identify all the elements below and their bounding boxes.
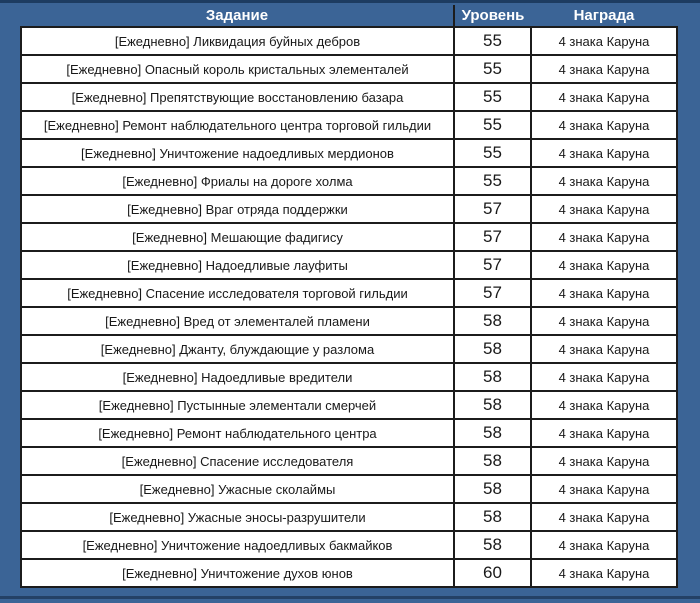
quest-level-cell: 55 (453, 26, 532, 56)
quest-name-cell: [Ежедневно] Ремонт наблюдательного центр… (20, 110, 455, 140)
quest-reward-cell: 4 знака Каруна (530, 474, 678, 504)
quest-level-cell: 55 (453, 166, 532, 196)
quest-level-cell: 58 (453, 418, 532, 448)
table-row: [Ежедневно] Вред от элементалей пламени … (20, 306, 678, 336)
quest-table: Задание Уровень Награда [Ежедневно] Ликв… (20, 5, 678, 588)
quest-name-cell: [Ежедневно] Ужасные сколаймы (20, 474, 455, 504)
quest-level-cell: 58 (453, 362, 532, 392)
quest-level-cell: 55 (453, 82, 532, 112)
quest-reward-cell: 4 знака Каруна (530, 82, 678, 112)
quest-reward-cell: 4 знака Каруна (530, 110, 678, 140)
quest-reward-cell: 4 знака Каруна (530, 306, 678, 336)
quest-level-cell: 57 (453, 222, 532, 252)
header-row: Задание Уровень Награда (21, 5, 677, 27)
quest-name-cell: [Ежедневно] Мешающие фадигису (20, 222, 455, 252)
quest-name-cell: [Ежедневно] Пустынные элементали смерчей (20, 390, 455, 420)
quest-reward-cell: 4 знака Каруна (530, 558, 678, 588)
column-header-task: Задание (205, 7, 269, 24)
quest-name-cell: [Ежедневно] Ужасные эносы-разрушители (20, 502, 455, 532)
column-header-level: Уровень (453, 5, 531, 27)
quest-level-cell: 58 (453, 502, 532, 532)
quest-name-cell: [Ежедневно] Спасение исследователя (20, 446, 455, 476)
table-row: [Ежедневно] Опасный король кристальных э… (20, 54, 678, 84)
table-row: [Ежедневно] Мешающие фадигису 57 4 знака… (20, 222, 678, 252)
quest-name-cell: [Ежедневно] Фриалы на дороге холма (20, 166, 455, 196)
table-row: [Ежедневно] Препятствующие восстановлени… (20, 82, 678, 112)
table-row: [Ежедневно] Ремонт наблюдательного центр… (20, 110, 678, 140)
quest-level-cell: 58 (453, 390, 532, 420)
quest-level-cell: 55 (453, 138, 532, 168)
quest-name-cell: [Ежедневно] Уничтожение надоедливых бакм… (20, 530, 455, 560)
frame-bottom-edge (0, 596, 700, 599)
quest-level-cell: 57 (453, 250, 532, 280)
quest-name-cell: [Ежедневно] Опасный король кристальных э… (20, 54, 455, 84)
quest-reward-cell: 4 знака Каруна (530, 334, 678, 364)
table-row: [Ежедневно] Джанту, блуждающие у разлома… (20, 334, 678, 364)
quest-name-cell: [Ежедневно] Препятствующие восстановлени… (20, 82, 455, 112)
quest-reward-cell: 4 знака Каруна (530, 390, 678, 420)
table-row: [Ежедневно] Спасение исследователя торго… (20, 278, 678, 308)
table-row: [Ежедневно] Ликвидация буйных дебров 55 … (20, 26, 678, 56)
quest-reward-cell: 4 знака Каруна (530, 26, 678, 56)
quest-table-body: [Ежедневно] Ликвидация буйных дебров 55 … (20, 26, 678, 588)
quest-level-cell: 58 (453, 334, 532, 364)
quest-level-cell: 58 (453, 474, 532, 504)
table-row: [Ежедневно] Надоедливые вредители 58 4 з… (20, 362, 678, 392)
table-row: [Ежедневно] Пустынные элементали смерчей… (20, 390, 678, 420)
quest-reward-cell: 4 знака Каруна (530, 138, 678, 168)
table-row: [Ежедневно] Спасение исследователя 58 4 … (20, 446, 678, 476)
quest-reward-cell: 4 знака Каруна (530, 54, 678, 84)
quest-level-cell: 55 (453, 54, 532, 84)
table-row: [Ежедневно] Уничтожение надоедливых бакм… (20, 530, 678, 560)
quest-level-cell: 58 (453, 306, 532, 336)
table-row: [Ежедневно] Фриалы на дороге холма 55 4 … (20, 166, 678, 196)
quest-name-cell: [Ежедневно] Уничтожение надоедливых мерд… (20, 138, 455, 168)
quest-reward-cell: 4 знака Каруна (530, 530, 678, 560)
table-row: [Ежедневно] Ремонт наблюдательного центр… (20, 418, 678, 448)
table-row: [Ежедневно] Ужасные эносы-разрушители 58… (20, 502, 678, 532)
table-row: [Ежедневно] Надоедливые лауфиты 57 4 зна… (20, 250, 678, 280)
frame-top-edge (0, 0, 700, 3)
quest-reward-cell: 4 знака Каруна (530, 502, 678, 532)
quest-reward-cell: 4 знака Каруна (530, 362, 678, 392)
quest-level-cell: 58 (453, 446, 532, 476)
quest-name-cell: [Ежедневно] Ликвидация буйных дебров (20, 26, 455, 56)
quest-name-cell: [Ежедневно] Спасение исследователя торго… (20, 278, 455, 308)
quest-level-cell: 60 (453, 558, 532, 588)
table-row: [Ежедневно] Уничтожение духов юнов 60 4 … (20, 558, 678, 588)
quest-reward-cell: 4 знака Каруна (530, 166, 678, 196)
quest-level-cell: 55 (453, 110, 532, 140)
quest-reward-cell: 4 знака Каруна (530, 446, 678, 476)
quest-table-header: Задание Уровень Награда (21, 5, 677, 27)
table-row: [Ежедневно] Уничтожение надоедливых мерд… (20, 138, 678, 168)
table-row: [Ежедневно] Ужасные сколаймы 58 4 знака … (20, 474, 678, 504)
table-row: [Ежедневно] Враг отряда поддержки 57 4 з… (20, 194, 678, 224)
quest-name-cell: [Ежедневно] Джанту, блуждающие у разлома (20, 334, 455, 364)
quest-name-cell: [Ежедневно] Вред от элементалей пламени (20, 306, 455, 336)
quest-reward-cell: 4 знака Каруна (530, 278, 678, 308)
quest-name-cell: [Ежедневно] Уничтожение духов юнов (20, 558, 455, 588)
quest-level-cell: 58 (453, 530, 532, 560)
quest-level-cell: 57 (453, 278, 532, 308)
quest-reward-cell: 4 знака Каруна (530, 418, 678, 448)
quest-name-cell: [Ежедневно] Надоедливые вредители (20, 362, 455, 392)
quest-level-cell: 57 (453, 194, 532, 224)
quest-reward-cell: 4 знака Каруна (530, 222, 678, 252)
column-header-reward: Награда (573, 7, 635, 24)
quest-reward-cell: 4 знака Каруна (530, 250, 678, 280)
quest-name-cell: [Ежедневно] Враг отряда поддержки (20, 194, 455, 224)
quest-name-cell: [Ежедневно] Ремонт наблюдательного центр… (20, 418, 455, 448)
quest-reward-cell: 4 знака Каруна (530, 194, 678, 224)
quest-name-cell: [Ежедневно] Надоедливые лауфиты (20, 250, 455, 280)
